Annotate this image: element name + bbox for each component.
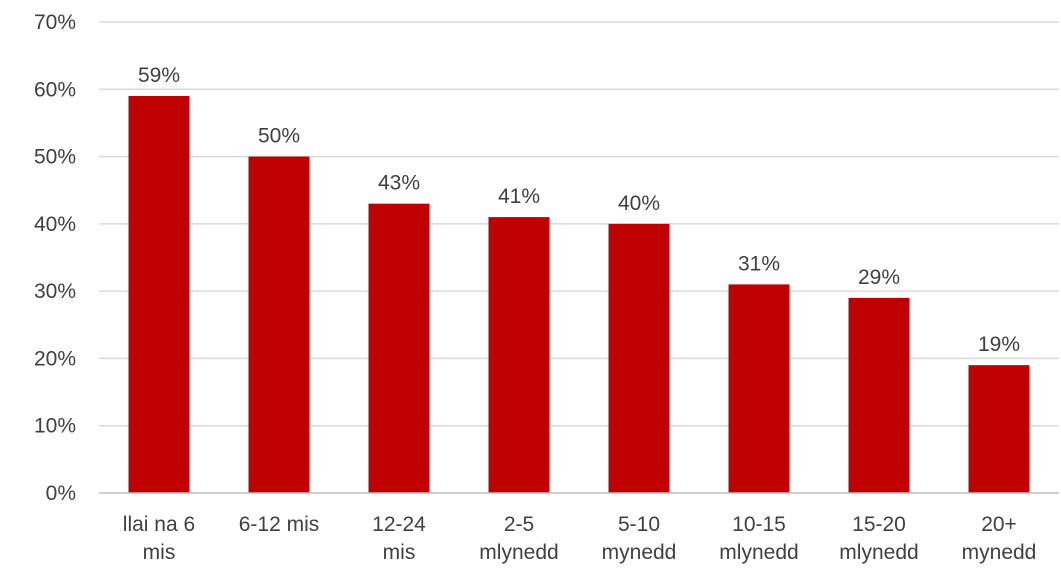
- category-label-line: mis: [383, 541, 416, 564]
- category-label-line: 12-24: [372, 513, 426, 536]
- data-label: 41%: [498, 185, 540, 208]
- data-label: 31%: [738, 252, 780, 275]
- data-label: 50%: [258, 125, 300, 148]
- data-label: 19%: [978, 333, 1020, 356]
- category-label-line: 5-10: [618, 513, 660, 536]
- category-label: 2-5 mlynedd: [479, 513, 558, 564]
- category-label: 5-10 mynedd: [602, 513, 677, 564]
- y-tick-label: 0%: [46, 482, 76, 505]
- bar-4: [488, 217, 550, 493]
- bars: [128, 96, 1030, 494]
- category-label-line: mis: [143, 541, 176, 564]
- category-label-line: 2-5: [504, 513, 534, 536]
- category-label-line: mynedd: [962, 541, 1037, 564]
- data-label: 43%: [378, 172, 420, 195]
- category-label: 10-15 mlynedd: [719, 513, 798, 564]
- category-label-line: mlynedd: [839, 541, 918, 564]
- category-label-line: mlynedd: [719, 541, 798, 564]
- bar-2: [248, 156, 310, 494]
- data-labels: 59% 50% 43% 41% 40% 31% 29% 19%: [138, 64, 1020, 356]
- y-tick-label: 20%: [34, 347, 76, 370]
- y-tick-label: 50%: [34, 146, 76, 169]
- category-label: 6-12 mis: [239, 513, 320, 536]
- y-tick-label: 70%: [34, 11, 76, 34]
- category-label: 20+ mynedd: [962, 513, 1037, 564]
- data-label: 59%: [138, 64, 180, 87]
- category-label-line: mynedd: [602, 541, 677, 564]
- bar-5: [608, 223, 670, 493]
- y-tick-label: 10%: [34, 415, 76, 438]
- bar-3: [368, 203, 430, 493]
- bar-8: [968, 365, 1030, 493]
- y-tick-label: 60%: [34, 78, 76, 101]
- bar-7: [848, 297, 910, 493]
- y-axis-tick-labels: 0% 10% 20% 30% 40% 50% 60% 70%: [34, 11, 76, 505]
- category-label-line: llai na 6: [123, 513, 195, 536]
- category-label-line: 10-15: [732, 513, 786, 536]
- y-tick-label: 40%: [34, 213, 76, 236]
- category-label-line: 6-12 mis: [239, 513, 320, 536]
- category-label-line: 15-20: [852, 513, 906, 536]
- category-label: 15-20 mlynedd: [839, 513, 918, 564]
- bar-1: [128, 96, 190, 493]
- category-label: 12-24 mis: [372, 513, 426, 564]
- y-tick-label: 30%: [34, 280, 76, 303]
- bar-6: [728, 284, 790, 493]
- category-label: llai na 6 mis: [123, 513, 195, 564]
- data-label: 40%: [618, 192, 660, 215]
- gridlines: [99, 21, 1059, 427]
- category-label-line: mlynedd: [479, 541, 558, 564]
- category-labels: llai na 6 mis 6-12 mis 12-24 mis 2-5 mlynedd 5-…: [123, 513, 1037, 564]
- data-label: 29%: [858, 266, 900, 289]
- category-label-line: 20+: [981, 513, 1017, 536]
